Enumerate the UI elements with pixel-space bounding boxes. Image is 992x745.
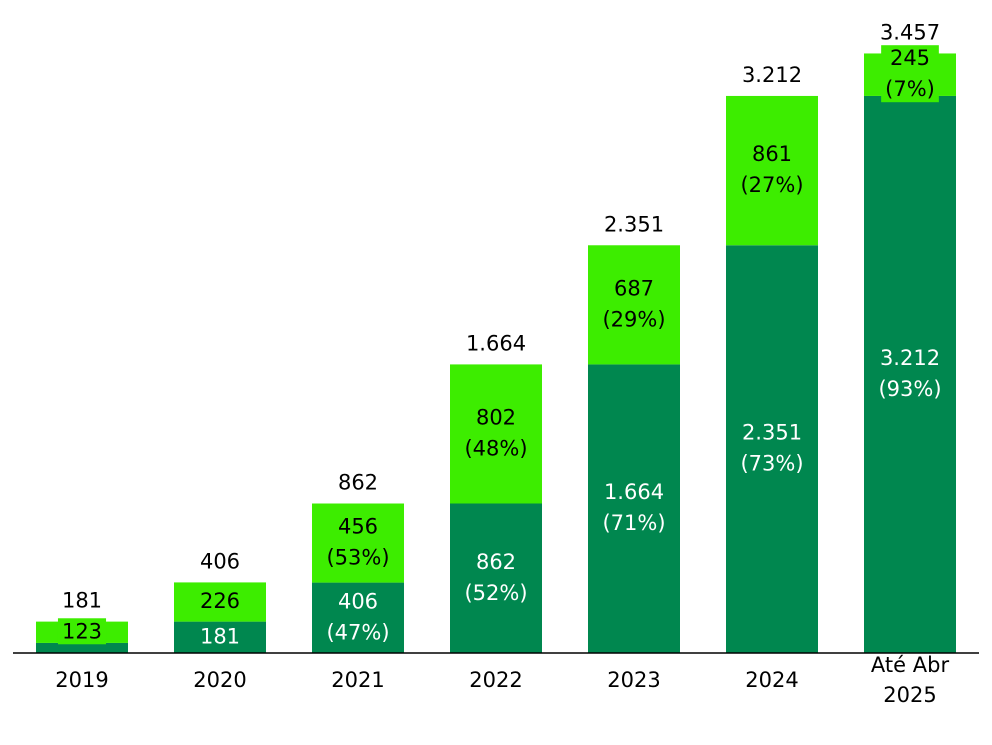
x-tick-label: Até Abr 2025 bbox=[871, 653, 950, 707]
label-background bbox=[881, 45, 939, 103]
total-label: 862 bbox=[338, 471, 378, 495]
x-tick-label: 2023 bbox=[607, 668, 660, 692]
data-label: 226 bbox=[200, 589, 240, 613]
total-label: 3.212 bbox=[742, 63, 802, 87]
total-label: 1.664 bbox=[466, 331, 526, 355]
data-label: 802 (48%) bbox=[464, 405, 527, 460]
bar-segment bbox=[726, 95, 818, 246]
x-tick-label: 2020 bbox=[193, 668, 246, 692]
data-label: 1.664 (71%) bbox=[602, 480, 665, 535]
data-label: 245 (7%) bbox=[885, 46, 935, 101]
data-label: 456 (53%) bbox=[326, 515, 389, 570]
bar-segment bbox=[588, 364, 680, 653]
data-label: 406 (47%) bbox=[326, 589, 389, 644]
data-label: 861 (27%) bbox=[740, 142, 803, 197]
bar-segment bbox=[312, 582, 404, 653]
bar-segment bbox=[588, 245, 680, 365]
data-label: 181 bbox=[200, 624, 240, 648]
bar-segment bbox=[174, 621, 266, 653]
total-label: 3.457 bbox=[880, 20, 940, 44]
data-label: 3.212 (93%) bbox=[878, 346, 941, 401]
data-label: 2.351 (73%) bbox=[740, 421, 803, 476]
bar-segment bbox=[174, 582, 266, 622]
bar-segment bbox=[450, 503, 542, 653]
bar-segment bbox=[312, 503, 404, 583]
x-tick-label: 2022 bbox=[469, 668, 522, 692]
bar-segment bbox=[36, 642, 128, 653]
bar-segment bbox=[864, 95, 956, 653]
label-background bbox=[57, 618, 107, 645]
data-label: 862 (52%) bbox=[464, 550, 527, 605]
x-tick-label: 2024 bbox=[745, 668, 798, 692]
x-tick-label: 2021 bbox=[331, 668, 384, 692]
total-label: 2.351 bbox=[604, 212, 664, 236]
data-label: 687 (29%) bbox=[602, 276, 665, 331]
x-tick-label: 2019 bbox=[55, 668, 108, 692]
bar-segment bbox=[726, 245, 818, 654]
total-label: 406 bbox=[200, 550, 240, 574]
bar-segment bbox=[450, 364, 542, 504]
total-label: 181 bbox=[62, 589, 102, 613]
data-label: 123 bbox=[62, 619, 102, 643]
